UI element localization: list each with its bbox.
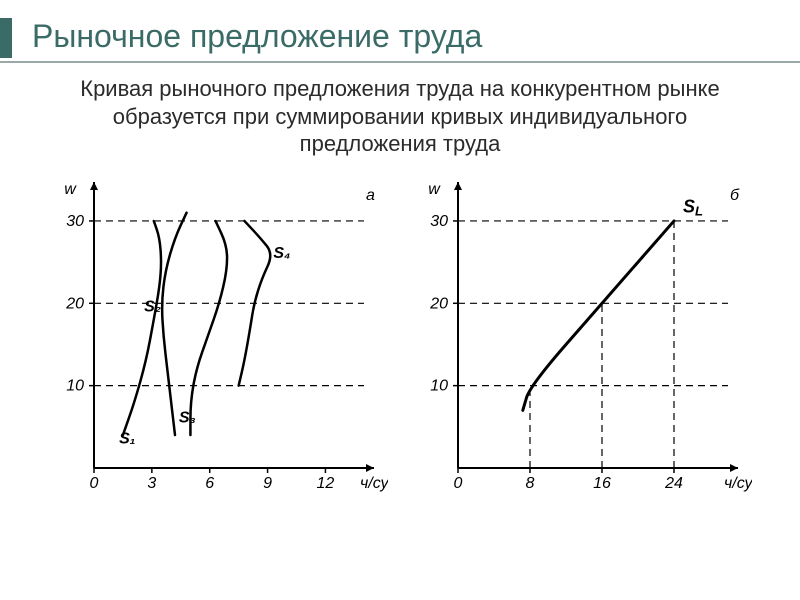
- svg-text:w: w: [428, 181, 441, 198]
- svg-text:w: w: [64, 181, 77, 198]
- svg-text:ч/сут: ч/сут: [360, 475, 388, 492]
- svg-text:16: 16: [593, 475, 611, 492]
- svg-text:20: 20: [429, 295, 448, 312]
- chart-right: 10 20 30 0 8 16 24 w ч/сут б SL: [412, 174, 752, 509]
- svg-text:а: а: [366, 187, 375, 204]
- svg-text:30: 30: [430, 212, 448, 229]
- svg-text:10: 10: [66, 377, 84, 394]
- svg-text:30: 30: [66, 212, 84, 229]
- svg-text:S₂: S₂: [144, 298, 161, 315]
- chart-left: 10 20 30 0 3 6 9 12 w ч/сут а S₁ S₂ S₃ S₄: [48, 174, 388, 509]
- svg-text:9: 9: [263, 475, 272, 492]
- svg-text:б: б: [730, 187, 740, 204]
- subtitle-text: Кривая рыночного предложения труда на ко…: [0, 63, 800, 166]
- svg-text:SL: SL: [683, 196, 703, 218]
- svg-text:10: 10: [430, 377, 448, 394]
- svg-text:ч/сут: ч/сут: [724, 475, 752, 492]
- svg-text:S₁: S₁: [119, 430, 135, 447]
- svg-text:0: 0: [90, 475, 99, 492]
- svg-text:3: 3: [147, 475, 156, 492]
- svg-text:0: 0: [454, 475, 463, 492]
- svg-text:S₃: S₃: [179, 409, 196, 426]
- page-title: Рыночное предложение труда: [0, 0, 800, 63]
- chart-right-svg: 10 20 30 0 8 16 24 w ч/сут б SL: [412, 174, 752, 504]
- accent-bar: [0, 18, 12, 58]
- svg-text:12: 12: [317, 475, 335, 492]
- svg-text:24: 24: [664, 475, 683, 492]
- svg-text:20: 20: [65, 295, 84, 312]
- chart-left-svg: 10 20 30 0 3 6 9 12 w ч/сут а S₁ S₂ S₃ S₄: [48, 174, 388, 504]
- svg-text:S₄: S₄: [273, 245, 290, 262]
- charts-row: 10 20 30 0 3 6 9 12 w ч/сут а S₁ S₂ S₃ S₄ 10 20 30 0 8 16 24…: [0, 166, 800, 509]
- svg-text:6: 6: [205, 475, 214, 492]
- svg-text:8: 8: [526, 475, 535, 492]
